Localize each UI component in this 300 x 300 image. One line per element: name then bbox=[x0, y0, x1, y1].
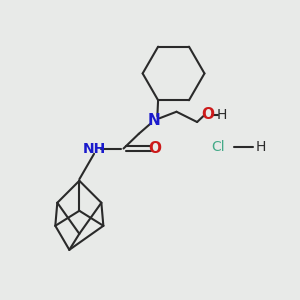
Text: N: N bbox=[148, 113, 161, 128]
Text: O: O bbox=[201, 107, 214, 122]
Text: O: O bbox=[148, 141, 161, 156]
Text: H: H bbox=[217, 108, 227, 122]
Text: Cl: Cl bbox=[211, 140, 224, 154]
Text: H: H bbox=[255, 140, 266, 154]
Text: NH: NH bbox=[82, 142, 106, 155]
